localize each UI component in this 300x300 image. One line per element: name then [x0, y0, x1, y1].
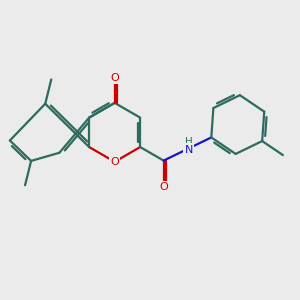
Text: O: O	[159, 182, 168, 192]
Text: O: O	[110, 157, 119, 167]
Text: O: O	[110, 73, 119, 83]
Text: N: N	[184, 145, 193, 154]
Text: H: H	[185, 137, 193, 147]
